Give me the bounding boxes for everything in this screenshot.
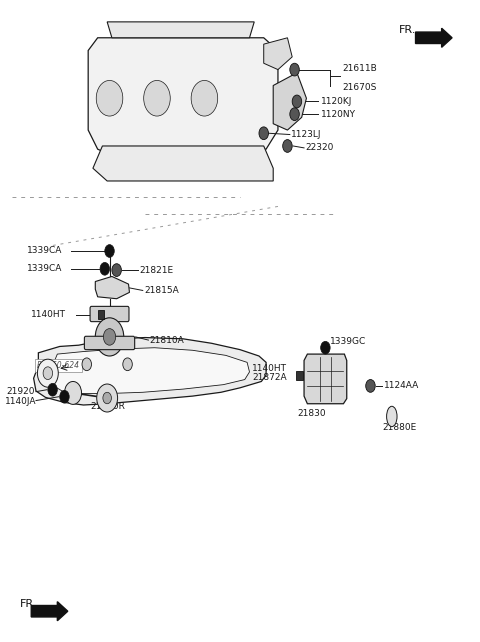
Circle shape bbox=[43, 367, 53, 379]
FancyBboxPatch shape bbox=[90, 306, 129, 322]
Circle shape bbox=[37, 359, 58, 387]
Circle shape bbox=[366, 379, 375, 392]
Polygon shape bbox=[96, 277, 130, 299]
Circle shape bbox=[105, 245, 114, 257]
Bar bbox=[97, 310, 104, 319]
Circle shape bbox=[103, 329, 116, 345]
Text: 1140JA: 1140JA bbox=[5, 397, 36, 406]
Polygon shape bbox=[49, 348, 250, 394]
Text: 21670S: 21670S bbox=[342, 83, 376, 92]
Text: 1140HT: 1140HT bbox=[31, 310, 66, 319]
Circle shape bbox=[144, 80, 170, 116]
Circle shape bbox=[290, 64, 300, 76]
Text: 21920: 21920 bbox=[7, 387, 35, 396]
Text: FR.: FR. bbox=[399, 24, 416, 35]
Polygon shape bbox=[93, 146, 273, 181]
Text: 1124AA: 1124AA bbox=[384, 381, 419, 390]
Text: 21821E: 21821E bbox=[139, 266, 174, 275]
Circle shape bbox=[321, 342, 330, 354]
Circle shape bbox=[100, 263, 109, 275]
Text: 21830: 21830 bbox=[297, 409, 325, 418]
FancyArrow shape bbox=[31, 602, 68, 621]
Circle shape bbox=[48, 383, 57, 396]
Text: 22320: 22320 bbox=[305, 143, 334, 152]
Circle shape bbox=[259, 127, 268, 139]
Circle shape bbox=[82, 358, 92, 370]
Text: FR.: FR. bbox=[20, 598, 38, 609]
Text: 21880E: 21880E bbox=[383, 424, 417, 433]
Polygon shape bbox=[304, 354, 347, 404]
Text: 1140HT: 1140HT bbox=[252, 363, 287, 372]
Text: 1123LJ: 1123LJ bbox=[291, 130, 322, 139]
Circle shape bbox=[60, 390, 69, 403]
Text: 21611B: 21611B bbox=[342, 64, 377, 73]
Circle shape bbox=[103, 392, 111, 404]
Circle shape bbox=[96, 384, 118, 412]
Circle shape bbox=[292, 95, 301, 108]
Circle shape bbox=[64, 381, 82, 404]
Circle shape bbox=[96, 80, 123, 116]
Circle shape bbox=[96, 318, 124, 356]
Text: 21815A: 21815A bbox=[144, 286, 179, 295]
Circle shape bbox=[112, 264, 121, 277]
Circle shape bbox=[123, 358, 132, 370]
Text: 1339CA: 1339CA bbox=[26, 265, 62, 273]
Ellipse shape bbox=[386, 406, 397, 427]
Polygon shape bbox=[264, 38, 292, 69]
Bar bbox=[296, 370, 302, 379]
FancyArrow shape bbox=[416, 28, 452, 48]
Polygon shape bbox=[88, 38, 278, 155]
Text: 1120NY: 1120NY bbox=[321, 110, 356, 119]
Text: REF.60-624: REF.60-624 bbox=[37, 361, 80, 370]
Text: 1339CA: 1339CA bbox=[26, 247, 62, 256]
Polygon shape bbox=[107, 22, 254, 38]
Text: 21810A: 21810A bbox=[150, 336, 185, 345]
Circle shape bbox=[191, 80, 218, 116]
Circle shape bbox=[283, 139, 292, 152]
Text: 1120KJ: 1120KJ bbox=[321, 97, 352, 106]
Text: 1339GC: 1339GC bbox=[330, 337, 366, 346]
FancyBboxPatch shape bbox=[84, 336, 135, 350]
Polygon shape bbox=[273, 73, 306, 130]
Circle shape bbox=[290, 108, 300, 121]
Text: 21950R: 21950R bbox=[91, 402, 125, 411]
Polygon shape bbox=[34, 338, 266, 405]
Text: 21872A: 21872A bbox=[252, 373, 287, 382]
